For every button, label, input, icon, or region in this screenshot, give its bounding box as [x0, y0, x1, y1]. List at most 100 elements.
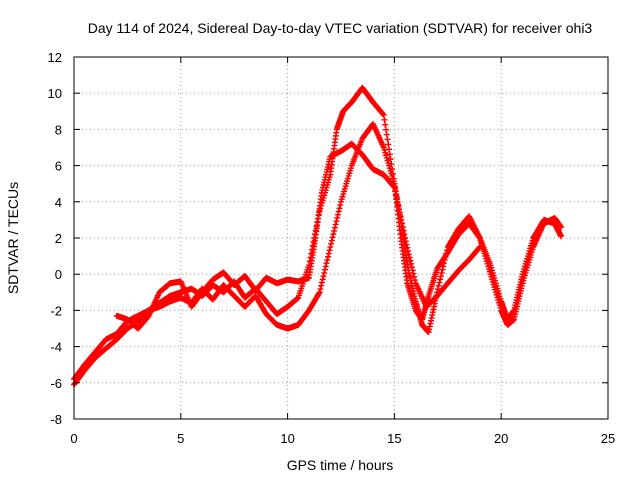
data-point: [407, 257, 414, 264]
data-point: [476, 244, 483, 251]
y-axis-label: SDTVAR / TECUs: [5, 182, 21, 294]
data-point: [439, 266, 446, 273]
data-point: [384, 136, 391, 143]
data-point: [387, 156, 394, 163]
data-point: [386, 151, 393, 158]
data-point: [403, 241, 410, 248]
data-point: [408, 260, 415, 267]
y-tick-label: -4: [50, 340, 62, 355]
y-tick-label: 12: [48, 50, 62, 65]
y-tick-label: 2: [55, 231, 62, 246]
x-tick-label: 10: [280, 431, 294, 446]
data-point: [331, 224, 338, 231]
data-point: [381, 116, 388, 123]
data-point: [380, 111, 387, 118]
data-point: [394, 198, 401, 205]
data-point: [332, 221, 339, 228]
y-tick-label: -2: [50, 303, 62, 318]
data-point: [410, 270, 417, 277]
data-point: [321, 269, 328, 276]
data-point: [400, 227, 407, 234]
data-point: [334, 214, 341, 221]
data-point: [327, 244, 334, 251]
data-point: [476, 233, 483, 240]
tick-labels: 0 5 10 15 20 25 -8 -6 -4 -2 0 2 4 6 8 10 12: [48, 50, 616, 446]
data-point: [399, 224, 406, 231]
data-point: [316, 289, 323, 296]
data-point: [409, 267, 416, 274]
data-point: [398, 216, 405, 223]
data-point: [401, 231, 408, 238]
data-point: [319, 276, 326, 283]
data-point: [390, 183, 397, 190]
data-point: [391, 184, 398, 191]
data-point: [328, 240, 335, 247]
data-point: [405, 251, 412, 258]
data-point: [558, 224, 565, 231]
grid: [74, 57, 608, 419]
x-tick-label: 5: [177, 431, 184, 446]
data-point: [435, 282, 442, 289]
data-point: [318, 282, 325, 289]
data-point: [326, 247, 333, 254]
data-point: [321, 266, 328, 273]
data-point: [329, 234, 336, 241]
data-point: [325, 250, 332, 257]
data-point: [334, 211, 341, 218]
data-point: [392, 191, 399, 198]
data-point: [320, 273, 327, 280]
chart-title: Day 114 of 2024, Sidereal Day-to-day VTE…: [88, 20, 593, 36]
data-point: [402, 238, 409, 245]
data-point: [333, 218, 340, 225]
x-tick-label: 20: [494, 431, 508, 446]
data-point: [322, 263, 329, 270]
data-point: [406, 254, 413, 261]
data-point: [317, 286, 324, 293]
y-tick-label: 0: [55, 267, 62, 282]
data-point: [399, 220, 406, 227]
data-point: [383, 131, 390, 138]
x-tick-label: 0: [70, 431, 77, 446]
data-point: [386, 146, 393, 153]
data-point: [397, 213, 404, 220]
data-point: [437, 276, 444, 283]
data-point: [437, 273, 444, 280]
data-point: [324, 256, 331, 263]
x-axis-label: GPS time / hours: [287, 457, 394, 473]
y-tick-label: 6: [55, 159, 62, 174]
series-track-2: [71, 120, 565, 383]
data-point: [379, 111, 386, 118]
y-tick-label: 10: [48, 86, 62, 101]
data-point: [336, 205, 343, 212]
data-point: [558, 233, 565, 240]
data-point: [396, 209, 403, 216]
data-point: [411, 277, 418, 284]
data-points: [71, 84, 565, 388]
data-point: [405, 247, 412, 254]
data-point: [411, 273, 418, 280]
data-point: [395, 206, 402, 213]
data-point: [395, 202, 402, 209]
data-point: [392, 187, 399, 194]
y-tick-label: -6: [50, 376, 62, 391]
series-track-3: [113, 140, 483, 332]
data-point: [337, 202, 344, 209]
data-point: [382, 121, 389, 128]
y-tick-label: 4: [55, 195, 62, 210]
data-point: [315, 290, 322, 297]
data-point: [383, 126, 390, 133]
x-tick-label: 15: [387, 431, 401, 446]
data-point: [408, 264, 415, 271]
y-tick-label: -8: [50, 412, 62, 427]
data-point: [404, 244, 411, 251]
data-point: [330, 231, 337, 238]
data-point: [393, 195, 400, 202]
data-point: [476, 244, 483, 251]
data-point: [436, 279, 443, 286]
data-point: [402, 235, 409, 241]
data-point: [438, 269, 445, 276]
data-point: [385, 141, 392, 148]
data-point: [335, 208, 342, 215]
